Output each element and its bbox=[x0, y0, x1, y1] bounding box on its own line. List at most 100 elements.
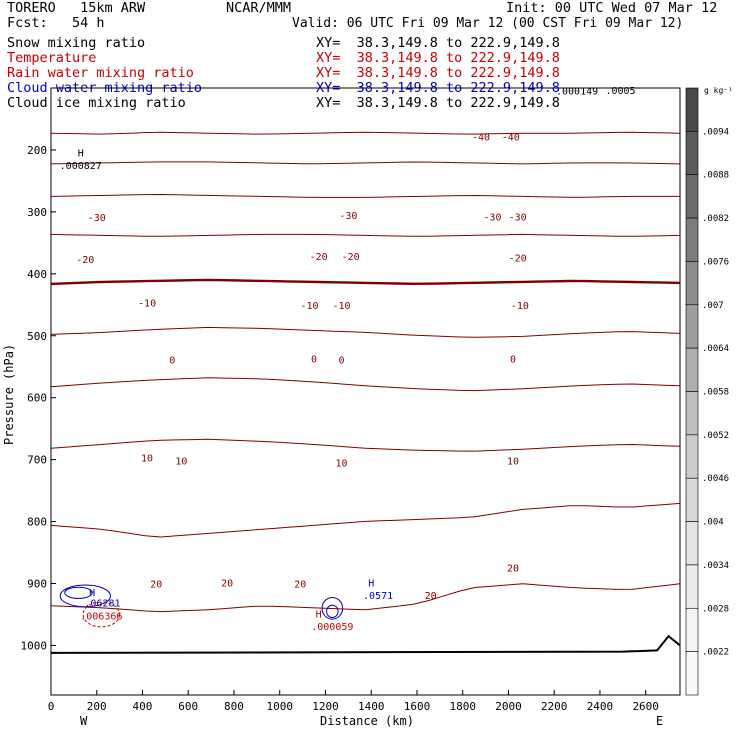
x-tick-label: 1800 bbox=[449, 700, 476, 713]
colorbar-swatch bbox=[685, 564, 699, 609]
colorbar-swatch bbox=[685, 391, 699, 436]
colorbar-swatch bbox=[685, 261, 699, 306]
colorbar-swatch bbox=[685, 87, 699, 132]
colorbar-swatch bbox=[685, 651, 699, 696]
field-xy-snow: XY= 38.3,149.8 to 222.9,149.8 bbox=[316, 35, 560, 51]
valid-label: Valid: 06 UTC Fri 09 Mar 12 (00 CST Fri … bbox=[292, 16, 684, 31]
colorbar-swatch bbox=[685, 607, 699, 652]
contour-label: 0 bbox=[169, 356, 175, 367]
extremum-label: H bbox=[316, 609, 322, 620]
terrain-line bbox=[50, 634, 681, 654]
field-xy-cloud-ice: XY= 38.3,149.8 to 222.9,149.8 bbox=[316, 95, 560, 111]
mixing-ratio-contour bbox=[64, 586, 93, 599]
colorbar-swatch bbox=[685, 347, 699, 392]
temperature-contour bbox=[50, 377, 681, 392]
contour-label: 20 bbox=[150, 580, 162, 591]
colorbar-label: .0076 bbox=[702, 257, 729, 267]
colorbar-label: .0058 bbox=[702, 388, 729, 398]
temperature-contour bbox=[50, 193, 680, 198]
contour-label: 20 bbox=[507, 564, 519, 575]
colorbar-label: .0082 bbox=[702, 214, 729, 224]
y-tick-label: 700 bbox=[27, 454, 47, 467]
temperature-contour bbox=[50, 233, 681, 237]
colorbar-swatch bbox=[685, 434, 699, 479]
colorbar-label: .007 bbox=[702, 301, 724, 311]
extremum-label: .006366 bbox=[80, 611, 122, 622]
east-label: E bbox=[656, 714, 663, 728]
colorbar-label: .0028 bbox=[702, 604, 729, 614]
contour-label: 20 bbox=[425, 591, 437, 602]
x-tick-label: 0 bbox=[48, 700, 55, 713]
west-label: W bbox=[80, 714, 88, 728]
colorbar-label: .0022 bbox=[702, 648, 729, 658]
mixing-ratio-features bbox=[59, 584, 344, 628]
field-label-snow: Snow mixing ratio bbox=[7, 35, 146, 51]
colorbar: .0094 .0088 .0082 .0076 .007 .0064 .0058 .0052.… bbox=[685, 87, 729, 696]
x-tick-label: 1000 bbox=[266, 700, 293, 713]
y-tick-label: 400 bbox=[27, 268, 47, 281]
extremum-label: .0005 bbox=[605, 86, 635, 97]
mixing-ratio-contour bbox=[59, 584, 111, 608]
y-axis-title: Pressure (hPa) bbox=[2, 344, 16, 445]
contour-label: 10 bbox=[507, 456, 519, 467]
field-xy-temperature: XY= 38.3,149.8 to 222.9,149.8 bbox=[316, 50, 560, 66]
contour-label: -20 bbox=[76, 255, 94, 266]
contour-label: -30 bbox=[509, 212, 527, 223]
temperature-contours bbox=[50, 131, 681, 613]
field-label-rain: Rain water mixing ratio bbox=[7, 65, 194, 81]
colorbar-swatch bbox=[685, 304, 699, 349]
extremum-label: H bbox=[368, 579, 374, 590]
x-tick-label: 2200 bbox=[541, 700, 568, 713]
contour-label: 0 bbox=[311, 354, 317, 365]
model-title: TORERO 15km ARW bbox=[7, 0, 146, 16]
colorbar-label: .0034 bbox=[702, 561, 729, 571]
x-tick-label: 600 bbox=[178, 700, 198, 713]
center-label: NCAR/MMM bbox=[226, 0, 292, 16]
contour-label: 20 bbox=[221, 579, 233, 590]
x-tick-label: 1400 bbox=[358, 700, 385, 713]
colorbar-swatch bbox=[685, 174, 699, 219]
y-tick-label: 800 bbox=[27, 516, 47, 529]
field-label-cloud-water: Cloud water mixing ratio bbox=[7, 80, 203, 96]
extremum-label: H bbox=[78, 149, 84, 160]
contour-label: 10 bbox=[335, 458, 347, 469]
contour-label: -20 bbox=[342, 252, 360, 263]
temperature-contour bbox=[50, 131, 681, 135]
contour-label: -10 bbox=[138, 299, 156, 310]
colorbar-label: .0094 bbox=[702, 127, 729, 137]
extremum-label: .000149 bbox=[556, 87, 598, 98]
colorbar-label: .0088 bbox=[702, 171, 729, 181]
temperature-contour bbox=[50, 278, 681, 286]
colorbar-label: .0052 bbox=[702, 431, 729, 441]
extremum-label: .0571 bbox=[363, 591, 393, 602]
terrain-line bbox=[50, 634, 681, 654]
contour-label: -10 bbox=[332, 301, 350, 312]
colorbar-swatch bbox=[685, 521, 699, 566]
colorbar-label: .004 bbox=[702, 518, 724, 528]
contour-label: -30 bbox=[339, 211, 357, 222]
contour-label: -40 bbox=[472, 133, 490, 144]
contour-label: -20 bbox=[509, 253, 527, 264]
x-tick-label: 2400 bbox=[587, 700, 614, 713]
contour-label: -30 bbox=[483, 212, 501, 223]
field-label-temperature: Temperature bbox=[7, 50, 97, 66]
temperature-contour bbox=[50, 161, 681, 165]
temperature-contour bbox=[50, 502, 681, 538]
contour-label: 10 bbox=[141, 453, 153, 464]
contour-label: -20 bbox=[310, 252, 328, 263]
y-tick-label: 900 bbox=[27, 578, 47, 591]
contour-label: -30 bbox=[88, 213, 106, 224]
init-label: Init: 00 UTC Wed 07 Mar 12 bbox=[506, 0, 718, 16]
x-tick-label: 200 bbox=[87, 700, 107, 713]
colorbar-unit: g kg⁻¹ bbox=[704, 86, 733, 95]
extremum-label: .000059 bbox=[311, 622, 353, 633]
y-tick-label: 300 bbox=[27, 206, 47, 219]
field-xy-rain: XY= 38.3,149.8 to 222.9,149.8 bbox=[316, 65, 560, 81]
y-tick-label: 200 bbox=[27, 144, 47, 157]
contour-labels: -40 -40 -30 -30 -30 -30 -20 -20 -20 -20 -10 -10 -10 -… bbox=[76, 133, 529, 602]
y-tick-label: 1000 bbox=[21, 639, 48, 652]
y-tick-label: 600 bbox=[27, 392, 47, 405]
colorbar-swatch bbox=[685, 131, 699, 176]
